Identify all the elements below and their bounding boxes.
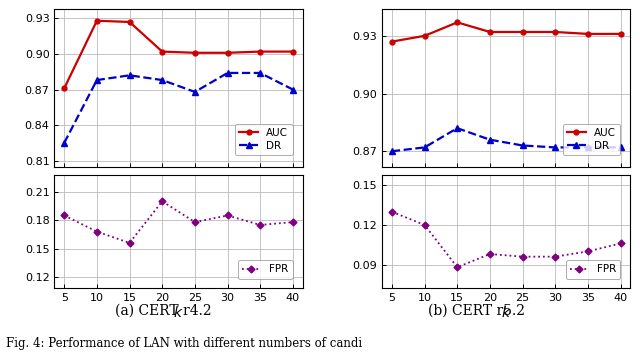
AUC: [224, 51, 232, 55]
Text: (a) CERT r4.2: (a) CERT r4.2: [115, 304, 211, 318]
DR: [125, 73, 133, 78]
FPR: [617, 241, 625, 246]
FPR: [257, 223, 264, 227]
AUC: [125, 20, 133, 24]
DR: [257, 71, 264, 75]
AUC: [60, 86, 68, 90]
AUC: [158, 49, 166, 54]
DR: [60, 141, 68, 145]
FPR: [289, 220, 297, 224]
FPR: [584, 249, 592, 253]
AUC: [93, 19, 100, 23]
DR: [191, 90, 198, 94]
AUC: [486, 30, 494, 34]
AUC: [584, 32, 592, 36]
FPR: [420, 223, 428, 227]
Text: (b) CERT r5.2: (b) CERT r5.2: [428, 304, 525, 318]
AUC: [420, 34, 428, 38]
DR: [420, 145, 428, 150]
Line: DR: DR: [389, 125, 623, 154]
DR: [289, 88, 297, 92]
FPR: [552, 255, 559, 259]
Line: FPR: FPR: [390, 209, 623, 269]
Line: AUC: AUC: [62, 18, 295, 91]
FPR: [93, 229, 100, 234]
FPR: [486, 252, 494, 256]
DR: [486, 137, 494, 142]
FPR: [60, 213, 68, 218]
DR: [584, 145, 592, 150]
AUC: [257, 49, 264, 54]
Line: DR: DR: [61, 70, 296, 146]
FPR: [191, 220, 198, 224]
Legend: FPR: FPR: [238, 260, 292, 279]
AUC: [453, 20, 461, 25]
Legend: AUC, DR: AUC, DR: [563, 124, 620, 155]
FPR: [519, 255, 527, 259]
DR: [617, 145, 625, 150]
FPR: [224, 213, 232, 218]
AUC: [289, 49, 297, 54]
FPR: [158, 199, 166, 203]
X-axis label: $k$: $k$: [173, 305, 184, 320]
DR: [453, 126, 461, 130]
DR: [519, 143, 527, 148]
AUC: [617, 32, 625, 36]
AUC: [519, 30, 527, 34]
FPR: [125, 241, 133, 245]
DR: [158, 78, 166, 82]
DR: [388, 149, 396, 153]
AUC: [191, 51, 198, 55]
FPR: [388, 210, 396, 214]
DR: [93, 78, 100, 82]
FPR: [453, 265, 461, 269]
AUC: [388, 40, 396, 44]
Line: FPR: FPR: [62, 199, 295, 245]
AUC: [552, 30, 559, 34]
X-axis label: $k$: $k$: [501, 305, 511, 320]
Legend: FPR: FPR: [566, 260, 620, 279]
Text: Fig. 4: Performance of LAN with different numbers of candi: Fig. 4: Performance of LAN with differen…: [6, 337, 362, 350]
Legend: AUC, DR: AUC, DR: [235, 124, 292, 155]
DR: [224, 71, 232, 75]
Line: AUC: AUC: [390, 20, 623, 44]
DR: [552, 145, 559, 150]
